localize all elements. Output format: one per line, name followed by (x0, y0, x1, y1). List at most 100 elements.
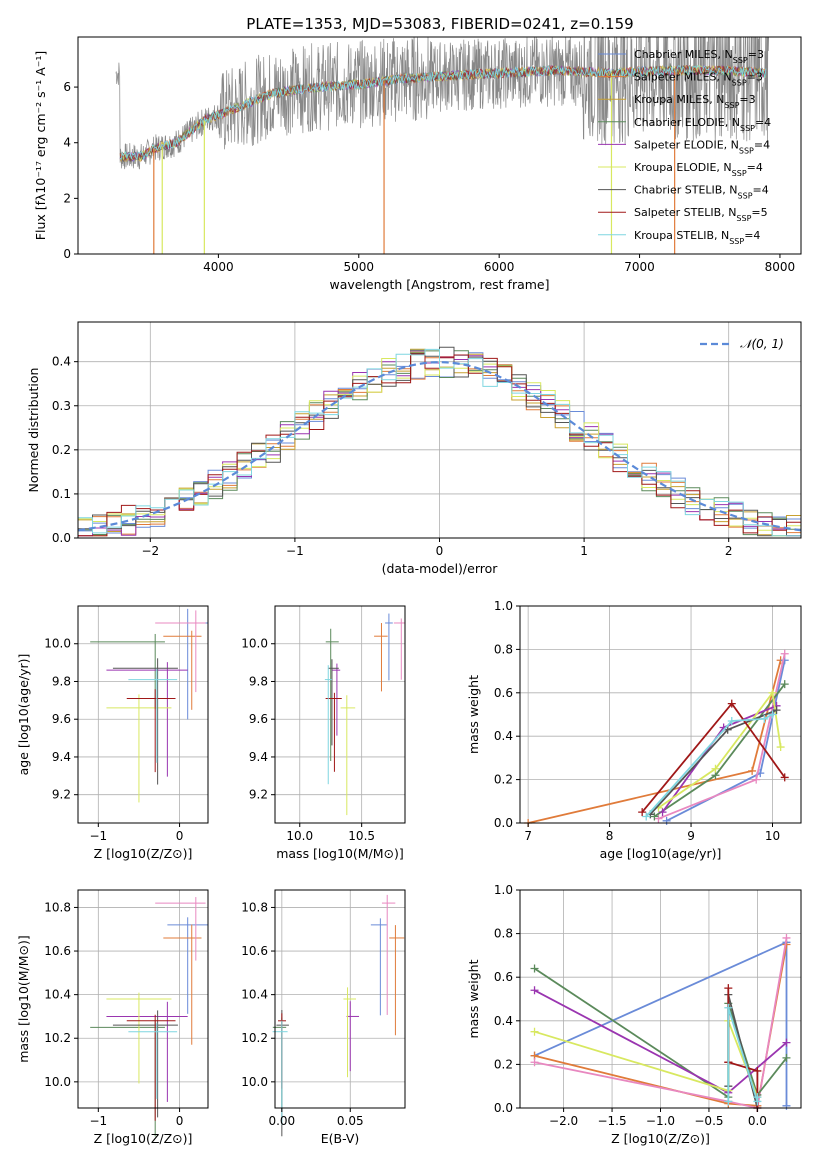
age-mass-plot (324, 613, 406, 816)
mass-weight-marker (780, 773, 789, 782)
mass-weight-marker (658, 808, 667, 817)
y-tick-label: 0.1 (52, 487, 71, 501)
axes-frame (77, 889, 209, 1109)
x-tick-label: 10.5 (348, 829, 375, 843)
age-mass-axes (275, 606, 405, 823)
mass-weight-marker (782, 1038, 791, 1047)
y-axis-label: age [log10(age/yr)] (16, 654, 31, 776)
x-tick-label: −1.0 (646, 1114, 675, 1128)
x-tick-label: 0 (176, 829, 184, 843)
mass-weight-marker (772, 706, 781, 715)
y-tick-label: 2 (63, 191, 71, 205)
mass-weight-marker (782, 933, 791, 942)
y-tick-label: 0.2 (52, 443, 71, 457)
mass-Z-frame: −1 0 10.0 10.2 10.4 10.6 10.8 Z [log10(Z/Z⊙)] ma… (16, 889, 209, 1146)
y-axis-label: Flux [fλ10⁻¹⁷ erg cm⁻² s⁻¹ A⁻¹] (33, 51, 48, 240)
x-tick-label: −1.5 (597, 1114, 626, 1128)
legend-entry: Kroupa STELIB, NSSP=4 (634, 229, 760, 246)
axes-frame (77, 605, 209, 824)
x-tick-label: 4000 (203, 260, 234, 274)
y-tick-label: 9.4 (52, 750, 71, 764)
age-mass-frame: 10.0 10.5 9.2 9.4 9.6 9.8 10.0 mass [log10(M/M⊙… (241, 605, 406, 861)
y-tick-label: 10.0 (241, 1075, 268, 1089)
y-tick-label: 9.2 (52, 788, 71, 802)
mass-weight-line (534, 937, 788, 1110)
mass-weight-line (645, 713, 773, 818)
y-tick-label: 0.2 (494, 1057, 513, 1071)
x-axis-label: wavelength [Angstrom, rest frame] (329, 277, 549, 292)
x-axis-label: Z [log10(Z/Z⊙)] (611, 1131, 710, 1146)
x-axis-label: Z [log10(Z/Z⊙)] (94, 846, 193, 861)
spectrum-legend: Chabrier MILES, NSSP=3 Salpeter MILES, NS… (598, 48, 771, 245)
legend-entry: 𝒩(0, 1) (740, 337, 784, 351)
y-tick-label: 0.6 (494, 686, 513, 700)
mass-weight-marker (768, 688, 777, 697)
gaussian-curve (77, 360, 802, 532)
mass-weight-marker (530, 1058, 539, 1067)
mass-weight-marker (727, 717, 736, 726)
y-tick-label: 0.0 (52, 531, 71, 545)
mass-EBV-axes (275, 890, 405, 1108)
x-tick-label: 2 (725, 544, 733, 558)
mass-weight-marker (642, 812, 651, 821)
mass-weight-marker (724, 1097, 733, 1106)
y-tick-label: 9.8 (52, 674, 71, 688)
mass-weight-marker (727, 699, 736, 708)
figure-title: PLATE=1353, MJD=53083, FIBERID=0241, z=0… (246, 15, 633, 33)
mass-weight-marker (530, 986, 539, 995)
mass-weight-marker (782, 1101, 791, 1110)
mw-age-plot (524, 649, 789, 827)
y-tick-label: 0 (63, 247, 71, 261)
y-tick-label: 10.8 (241, 900, 268, 914)
mass-weight-marker (662, 816, 671, 825)
mass-weight-line (661, 704, 777, 813)
age-Z-axes (78, 606, 208, 823)
x-tick-label: 1 (580, 544, 588, 558)
mass-EBV-frame: 0.00 0.05 10.0 10.2 10.4 10.6 10.8 E(B-V) (241, 889, 406, 1146)
x-axis-label: age [log10(age/yr)] (600, 846, 722, 861)
age-Z-frame: −1 0 9.2 9.4 9.6 9.8 10.0 Z [log10(Z/Z⊙)] age [l… (16, 605, 209, 861)
y-tick-label: 10.2 (241, 1031, 268, 1045)
y-tick-label: 10.4 (44, 988, 71, 1002)
mass-Z-axes (78, 890, 208, 1108)
mass-weight-marker (724, 984, 733, 993)
spectrum-plot (115, 37, 770, 254)
x-tick-label: 10.0 (286, 829, 313, 843)
y-tick-label: 10.2 (44, 1031, 71, 1045)
mass-weight-marker (654, 814, 663, 823)
y-tick-label: 0.4 (494, 1014, 513, 1028)
x-axis-label: E(B-V) (321, 1131, 360, 1146)
legend-entry: Chabrier ELODIE, NSSP=4 (634, 116, 771, 133)
y-tick-label: 9.6 (249, 712, 268, 726)
x-tick-label: 8 (606, 829, 614, 843)
y-tick-label: 10.8 (44, 900, 71, 914)
y-tick-label: 10.0 (44, 1075, 71, 1089)
x-tick-label: −2.0 (549, 1114, 578, 1128)
x-tick-label: 0.00 (268, 1114, 295, 1128)
mass-weight-marker (724, 1003, 733, 1012)
y-tick-label: 10.4 (241, 988, 268, 1002)
y-tick-label: 0.6 (494, 970, 513, 984)
mass-weight-marker (780, 649, 789, 658)
y-tick-label: 1.0 (494, 883, 513, 897)
y-axis-label: mass [log10(M/M⊙)] (16, 935, 31, 1063)
legend-entry: Salpeter ELODIE, NSSP=4 (634, 138, 770, 155)
mass-EBV-plot (272, 894, 405, 1137)
model-spectrum (119, 64, 767, 161)
x-tick-label: 0.0 (748, 1114, 767, 1128)
y-tick-label: 4 (63, 136, 71, 150)
x-tick-label: 5000 (344, 260, 375, 274)
x-tick-label: 8000 (765, 260, 796, 274)
axes-frame (274, 605, 406, 824)
spectrum-frame: 4000 5000 6000 7000 8000 0 2 4 6 wavelength [Angs… (63, 36, 802, 292)
mass-weight-marker (760, 714, 769, 723)
axes-frame (274, 889, 406, 1109)
mass-weight-marker (768, 710, 777, 719)
mass-weight-marker (748, 766, 757, 775)
mass-weight-marker (782, 1053, 791, 1062)
mass-weight-marker (650, 812, 659, 821)
y-tick-label: 9.8 (249, 674, 268, 688)
y-tick-label: 0.8 (494, 642, 513, 656)
y-tick-label: 6 (63, 80, 71, 94)
